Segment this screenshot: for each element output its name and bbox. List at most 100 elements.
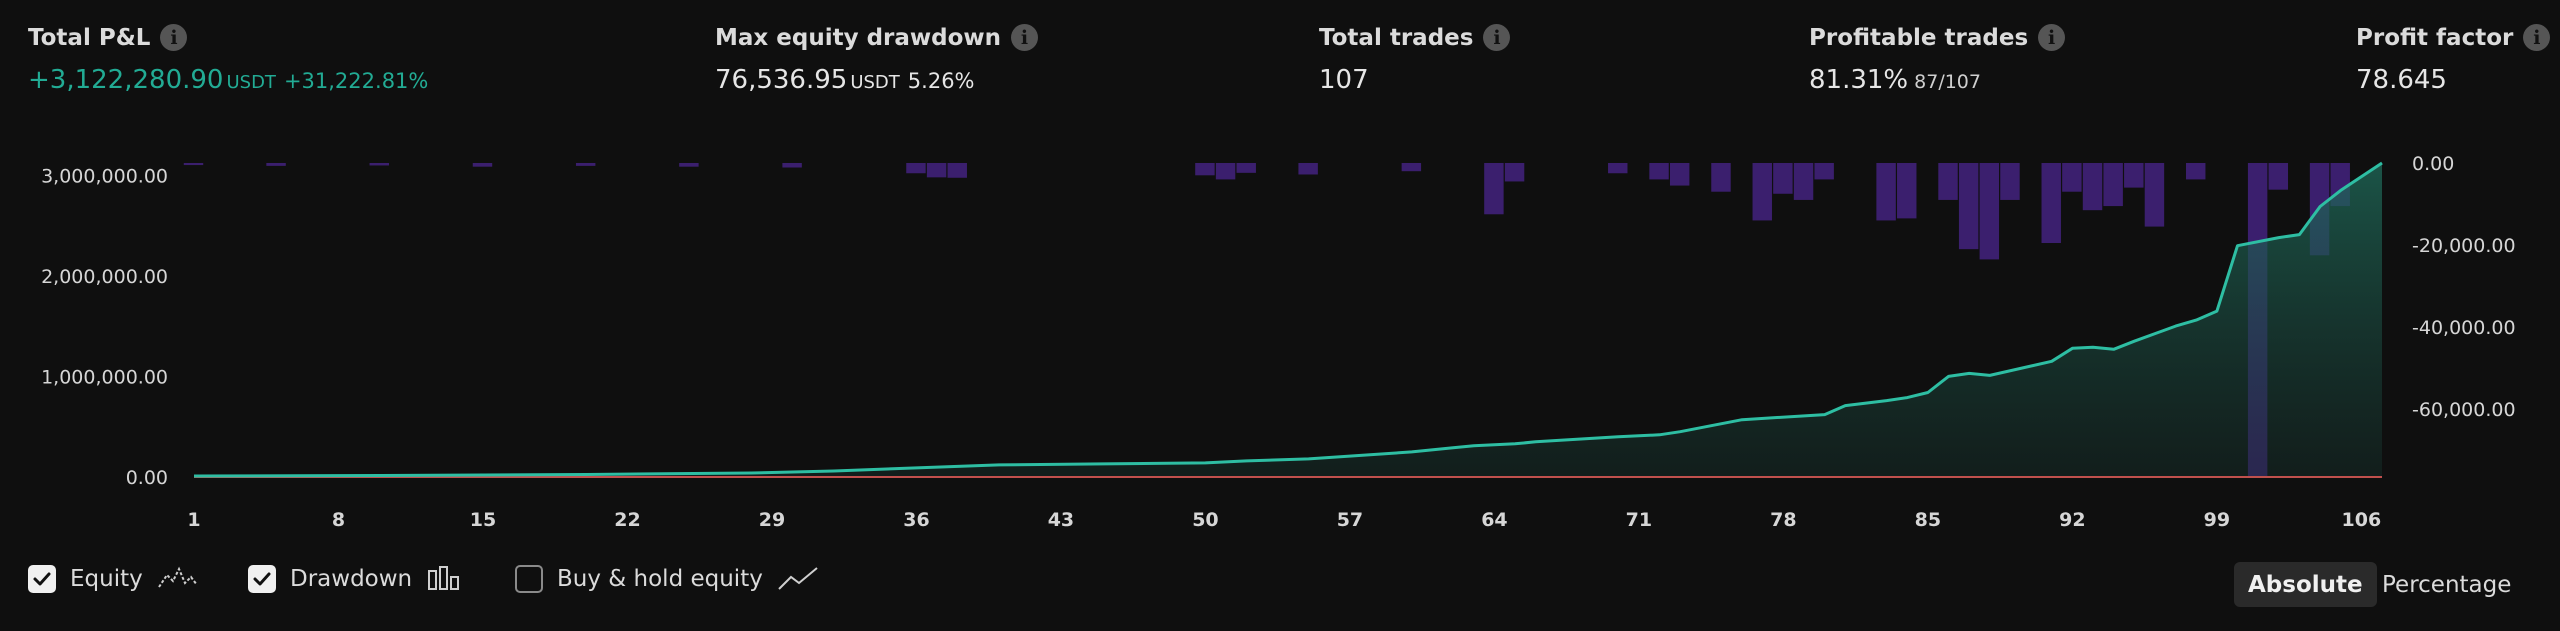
info-icon[interactable]: i [1011,24,1039,51]
max-drawdown-value-row: 76,536.95 USDT 5.26% [715,65,1038,95]
drawdown-bar [1876,163,1896,221]
bar-chart-icon [428,566,460,590]
drawdown-bar [1958,163,1979,250]
profit-factor-value-row: 78.645 [2356,65,2550,95]
right-axis-tick: 0.00 [2412,153,2454,175]
stat-max-drawdown: Max equity drawdown i 76,536.95 USDT 5.26% [715,24,1039,95]
drawdown-bar [2000,163,2020,200]
stat-total-pnl: Total P&L i +3,122,280.90 USDT +31,222.81% [28,24,428,95]
total-trades-value-row: 107 [1319,65,1510,95]
total-pnl-value: +3,122,280.90 [28,65,224,95]
drawdown-bar [1298,163,1318,175]
drawdown-bar [782,163,802,168]
right-axis-tick: -20,000.00 [2412,235,2516,257]
equity-checkbox[interactable] [28,565,56,593]
check-icon [33,572,51,586]
right-axis-tick: -40,000.00 [2412,317,2516,339]
drawdown-bar [266,163,286,166]
drawdown-bar [1752,163,1772,221]
total-pnl-title: Total P&L [28,24,151,51]
x-axis-tick: 15 [470,509,496,531]
x-axis-tick: 64 [1481,509,1507,531]
stat-total-trades: Total trades i 107 [1319,24,1511,95]
drawdown-bar [926,163,947,178]
max-drawdown-title: Max equity drawdown [715,24,1002,51]
profitable-trades-value: 81.31% [1809,65,1909,95]
check-icon [253,572,271,586]
x-axis-tick: 8 [332,509,345,531]
drawdown-bar [1979,163,2000,260]
info-icon[interactable]: i [160,24,188,51]
drawdown-bar [679,163,699,167]
drawdown-bar [1401,163,1422,172]
drawdown-bar [1814,163,1834,180]
drawdown-bar [1195,163,1215,176]
drawdown-bar [2186,163,2206,180]
drawdown-bar [2062,163,2082,192]
x-axis-tick: 22 [614,509,640,531]
drawdown-bar [1236,163,1256,173]
absolute-label: Absolute [2248,571,2363,598]
x-axis-tick: 78 [1770,509,1796,531]
trend-line-icon [778,567,818,590]
x-axis-tick: 50 [1192,509,1218,531]
drawdown-checkbox[interactable] [248,565,276,593]
info-icon[interactable]: i [1483,24,1511,51]
drawdown-bar [1608,163,1628,174]
drawdown-bar [906,163,926,174]
x-axis-tick: 57 [1337,509,1363,531]
drawdown-bar [1938,163,1958,200]
profit-factor-value: 78.645 [2356,65,2447,95]
info-icon[interactable]: i [2038,24,2066,51]
drawdown-bar [1711,163,1731,192]
drawdown-bar [1897,163,1917,219]
drawdown-bar [1484,163,1504,215]
total-pnl-value-row: +3,122,280.90 USDT +31,222.81% [28,65,428,95]
profitable-trades-title: Profitable trades [1809,24,2029,51]
equity-label: Equity [70,566,143,592]
drawdown-bar [1504,163,1525,182]
equity-drawdown-chart[interactable]: 3,000,000.00 2,000,000.00 1,000,000.00 0.00… [0,140,2560,540]
total-trades-title: Total trades [1319,24,1474,51]
percentage-toggle[interactable]: Percentage [2368,562,2525,607]
x-axis-tick: 1 [187,509,200,531]
max-drawdown-percent: 5.26% [907,69,975,93]
x-axis-tick: 71 [1626,509,1652,531]
left-axis-tick: 1,000,000.00 [41,366,168,388]
profit-factor-title: Profit factor [2356,24,2514,51]
legend-buyhold[interactable]: Buy & hold equity [515,565,819,593]
x-axis-tick: 43 [1048,509,1074,531]
left-axis-tick: 0.00 [126,467,168,489]
max-drawdown-unit: USDT [850,72,900,93]
legend-equity[interactable]: Equity [28,565,199,593]
x-axis-tick: 85 [1915,509,1941,531]
drawdown-bar [1649,163,1669,180]
equity-line-icon [157,566,198,588]
legend-drawdown[interactable]: Drawdown [248,565,462,593]
drawdown-bar [369,163,389,166]
drawdown-label: Drawdown [290,566,413,592]
x-axis-tick: 29 [759,509,785,531]
drawdown-bar [1793,163,1814,200]
profitable-trades-value-row: 81.31% 87/107 [1809,65,2065,95]
drawdown-bar [2268,163,2289,190]
drawdown-bar [1215,163,1236,180]
x-axis-tick: 92 [2059,509,2085,531]
x-axis-tick: 99 [2204,509,2230,531]
buyhold-checkbox[interactable] [515,565,543,593]
absolute-toggle[interactable]: Absolute [2234,562,2377,607]
drawdown-bar [1669,163,1690,186]
x-axis-tick: 106 [2342,509,2382,531]
info-icon[interactable]: i [2523,24,2551,51]
drawdown-bar [472,163,493,167]
drawdown-bar [183,163,204,166]
total-pnl-unit: USDT [226,72,276,93]
drawdown-bar [575,163,596,166]
drawdown-bar [1773,163,1793,194]
profitable-trades-ratio: 87/107 [1914,71,1981,93]
total-trades-value: 107 [1319,65,1369,95]
total-pnl-percent: +31,222.81% [283,69,429,93]
right-axis-tick: -60,000.00 [2412,399,2516,421]
drawdown-bar [2103,163,2123,207]
percentage-label: Percentage [2382,571,2512,598]
